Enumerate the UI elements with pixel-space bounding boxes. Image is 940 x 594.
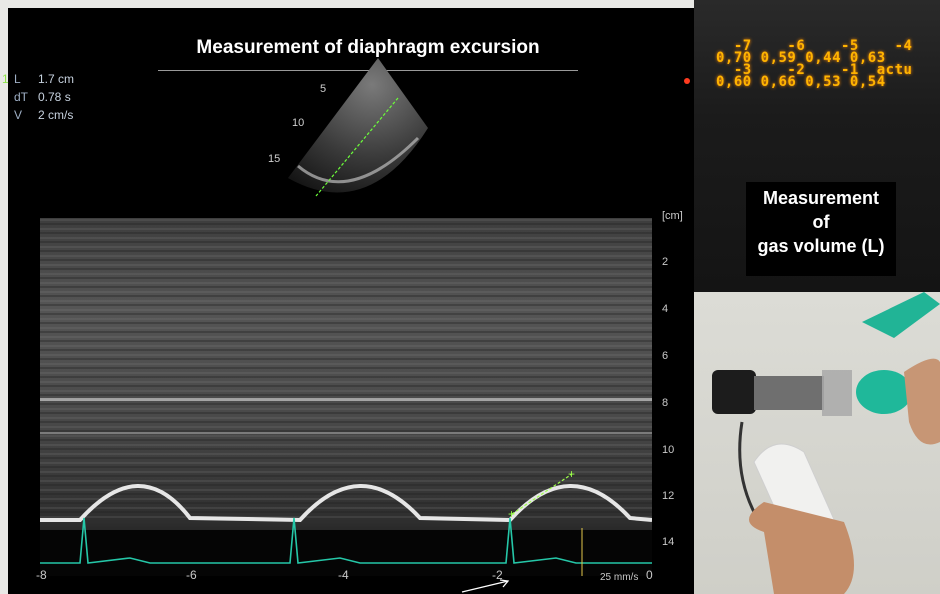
led-row1-labels: -7 -6 -5 -4: [716, 38, 913, 54]
led-readout: -7 -6 -5 -4 0,70 0,59 0,44 0,63 -3 -2 -1…: [716, 38, 913, 90]
measurement-label: dT: [14, 90, 29, 104]
measurement-index: [2, 106, 14, 124]
measurement-value: 2 cm/s: [38, 108, 74, 122]
gas-caption-line3: gas volume (L): [757, 236, 885, 256]
measurement-index: 1: [2, 72, 9, 86]
depth-tick-label: 6: [662, 350, 669, 362]
gas-caption-line2: of: [812, 212, 830, 232]
spirometer-display-panel: -7 -6 -5 -4 0,70 0,59 0,44 0,63 -3 -2 -1…: [694, 0, 940, 292]
depth-tick-label: 2: [662, 256, 669, 268]
measurement-index: [2, 88, 14, 106]
indicator-light: [684, 78, 690, 84]
sector-depth-label: 15: [268, 153, 280, 165]
m-mode-trace: + +: [40, 218, 652, 576]
nose-clip: [862, 292, 940, 338]
time-tick-label: 0: [646, 568, 653, 582]
diaphragm-echo: [297, 136, 420, 184]
measurement-label: V: [14, 108, 23, 122]
time-tick-label: -8: [36, 568, 47, 582]
excursion-caliper-line: [511, 473, 573, 515]
spirometer-photo: [694, 292, 940, 594]
spirometer-tube: [754, 376, 824, 410]
time-tick-label: -4: [338, 568, 349, 582]
depth-tick-label: 8: [662, 397, 669, 409]
depth-scale-unit: [cm]: [662, 210, 683, 222]
depth-tick-label: 10: [662, 444, 675, 456]
gas-volume-caption: Measurement of gas volume (L): [746, 182, 896, 276]
measurement-row-velocity: V 2 cm/s: [2, 106, 74, 124]
page-title: Measurement of diaphragm excursion: [158, 28, 578, 71]
led-row1-values: 0,70 0,59 0,44 0,63: [716, 50, 886, 66]
led-row2-values: 0,60 0,66 0,53 0,54: [716, 74, 886, 90]
face-partial: [904, 358, 940, 445]
diaphragm-motion-curve: [40, 484, 652, 523]
time-tick-label: -6: [186, 568, 197, 582]
depth-scale: [cm] 2 4 6 8 10 12 14: [652, 206, 696, 581]
spirometer-filter: [822, 370, 852, 416]
gas-caption-line1: Measurement: [762, 188, 880, 208]
measurement-row-time: dT 0.78 s: [2, 88, 74, 106]
depth-tick-label: 14: [662, 536, 675, 548]
hand-lower: [749, 502, 854, 594]
m-line-cursor: [315, 97, 399, 197]
measurement-readout: 1 L 1.7 cm dT 0.78 s V 2 cm/s: [2, 70, 74, 124]
measurement-row-length: 1 L 1.7 cm: [2, 70, 74, 88]
measurement-label: L: [14, 72, 21, 86]
caliper-end-marker: +: [568, 467, 575, 481]
time-tick-label: -2: [492, 568, 503, 582]
sector-depth-label: 10: [292, 117, 304, 129]
sensor-cable: [738, 421, 756, 513]
caliper-start-marker: +: [508, 507, 515, 521]
sector-depth-label: 5: [320, 83, 326, 95]
sweep-speed: 25 mm/s: [600, 572, 639, 583]
depth-tick-label: 12: [662, 490, 675, 502]
measurement-value: 0.78 s: [38, 90, 71, 104]
led-row2-labels: -3 -2 -1 actu: [716, 62, 913, 78]
spirometer-illustration: [712, 292, 940, 594]
measurement-value: 1.7 cm: [38, 72, 75, 86]
mouthpiece: [856, 370, 912, 414]
ecg-trace: [40, 517, 652, 564]
spirometer-sensor: [712, 370, 756, 414]
arrow-icon: [461, 579, 510, 593]
ultrasound-sector-image: 5 10 15: [268, 58, 428, 197]
depth-tick-label: 4: [662, 303, 669, 315]
